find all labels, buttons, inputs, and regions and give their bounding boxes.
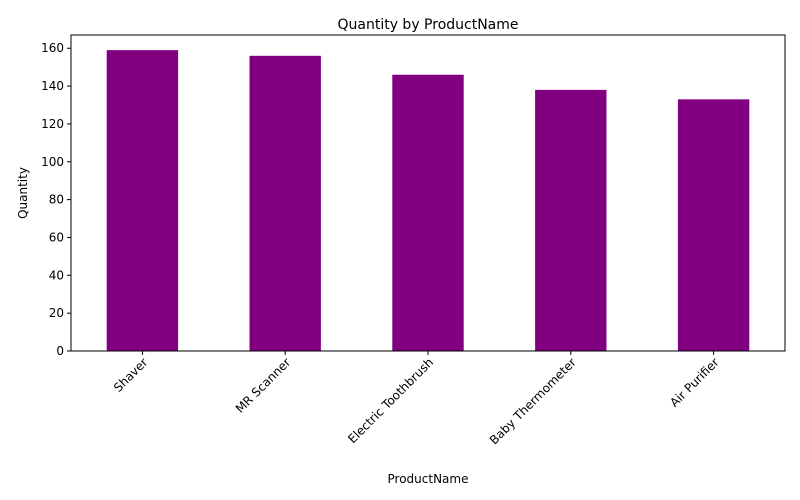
y-tick-label: 20 [49,306,64,320]
bar-mr-scanner [249,55,321,352]
y-tick-label: 0 [56,344,64,358]
bar-baby-thermometer [535,89,607,351]
y-tick-label: 60 [49,230,64,244]
y-tick-label: 80 [49,193,64,207]
bars-group [106,50,750,352]
y-tick-label: 100 [41,155,64,169]
bar-shaver [106,50,179,351]
y-axis-label: Quantity [16,167,30,219]
y-tick-label: 160 [41,41,64,55]
x-tick-label: MR Scanner [233,355,294,416]
y-axis: 0 20 40 60 80 100 120 140 160 [41,41,71,358]
x-axis-label: ProductName [388,472,469,486]
bar-electric-toothbrush [392,74,464,352]
chart-title: Quantity by ProductName [337,17,518,33]
x-tick-label: Electric Toothbrush [345,355,436,446]
x-axis: Shaver MR Scanner Electric Toothbrush Baby … [111,351,722,447]
y-tick-label: 40 [49,268,64,282]
x-tick-label: Baby Thermometer [487,355,579,447]
x-tick-label: Air Purifier [667,355,722,410]
x-tick-label: Shaver [111,355,151,395]
bar-air-purifier [677,99,750,351]
plot-frame [70,34,786,352]
y-tick-label: 140 [41,79,64,93]
y-tick-label: 120 [41,117,64,131]
